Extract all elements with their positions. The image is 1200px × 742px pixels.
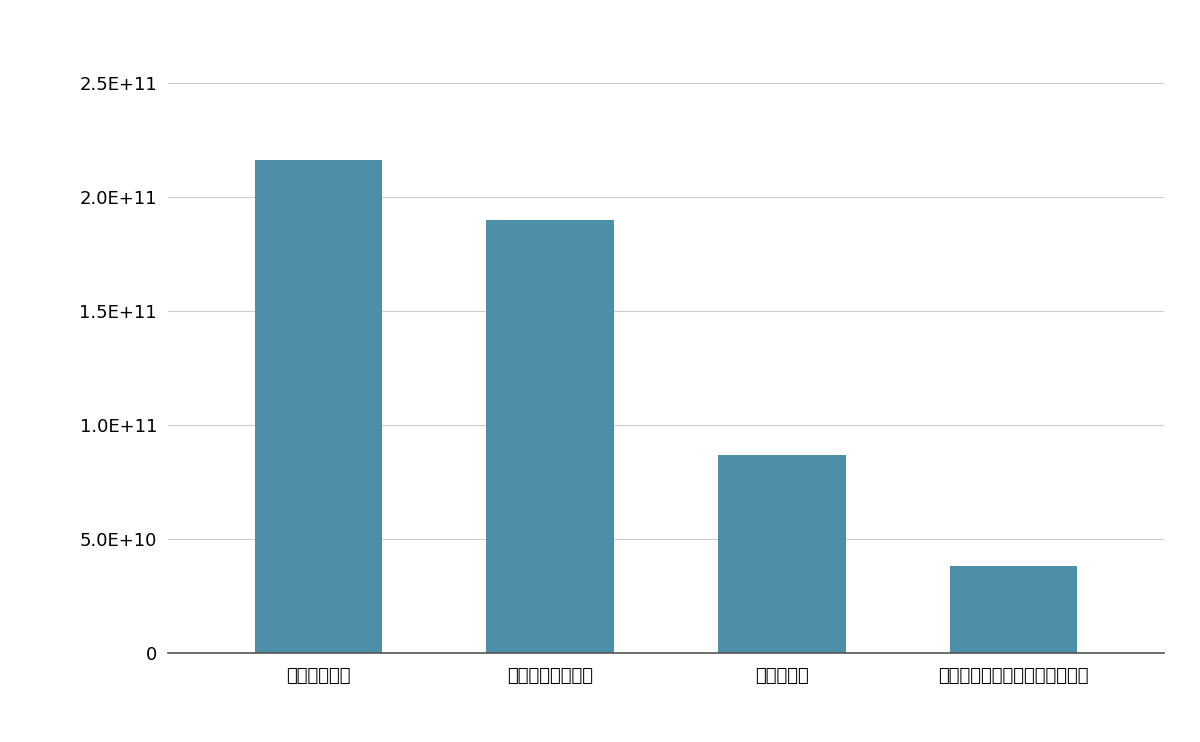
- Bar: [949, 566, 1078, 653]
- Bar: [718, 455, 846, 653]
- Bar: [486, 220, 614, 653]
- Bar: [254, 160, 383, 653]
